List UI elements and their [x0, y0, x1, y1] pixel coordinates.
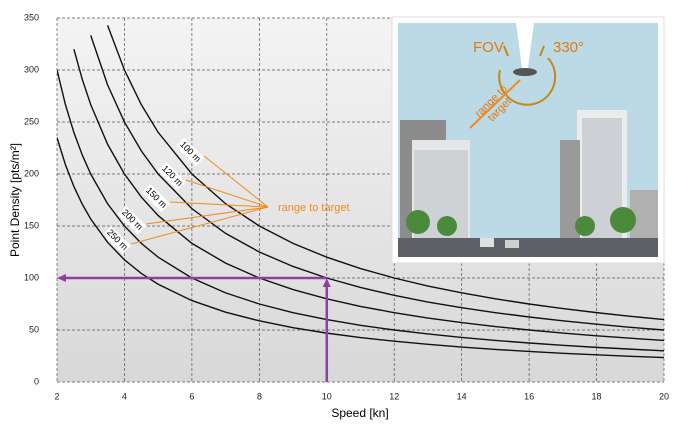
x-tick-label: 10: [322, 391, 332, 401]
label-bg: [157, 161, 187, 191]
x-tick-label: 4: [122, 391, 127, 401]
label-bg: [117, 205, 147, 235]
leader-line: [130, 206, 269, 245]
leader-line: [203, 155, 269, 208]
arrow-head: [322, 278, 331, 287]
inset-angle: 330°: [553, 39, 584, 56]
x-axis-label: Speed [kn]: [331, 406, 388, 420]
x-tick-label: 8: [257, 391, 262, 401]
x-tick-label: 12: [389, 391, 399, 401]
y-tick-label: 300: [24, 64, 39, 74]
x-tick-label: 2: [54, 391, 59, 401]
curve: [106, 25, 664, 321]
y-tick-label: 200: [24, 168, 39, 178]
x-tick-label: 14: [457, 391, 467, 401]
x-tick-label: 6: [189, 391, 194, 401]
curve: [73, 49, 664, 342]
label-bg: [141, 183, 171, 213]
annotation: range to target: [278, 202, 350, 214]
y-tick-label: 100: [24, 272, 39, 282]
leader-line: [185, 179, 269, 208]
curve: [90, 35, 664, 331]
inset-fov: FOV: [473, 39, 504, 56]
x-tick-label: 18: [592, 391, 602, 401]
y-axis-label: Point Density [pts/m²]: [8, 143, 22, 257]
x-tick-label: 16: [524, 391, 534, 401]
y-tick-label: 350: [24, 12, 39, 22]
curve: [57, 69, 664, 352]
y-tick-label: 250: [24, 116, 39, 126]
y-tick-label: 50: [29, 324, 39, 334]
y-tick-label: 150: [24, 220, 39, 230]
label-bg: [102, 225, 132, 255]
inset-photo: [391, 16, 665, 264]
arrow-head: [57, 274, 66, 282]
y-tick-label: 0: [34, 376, 39, 386]
curve: [57, 137, 664, 359]
label-bg: [175, 137, 205, 167]
leader-line: [145, 206, 269, 225]
x-tick-label: 20: [659, 391, 669, 401]
leader-line: [169, 201, 269, 208]
